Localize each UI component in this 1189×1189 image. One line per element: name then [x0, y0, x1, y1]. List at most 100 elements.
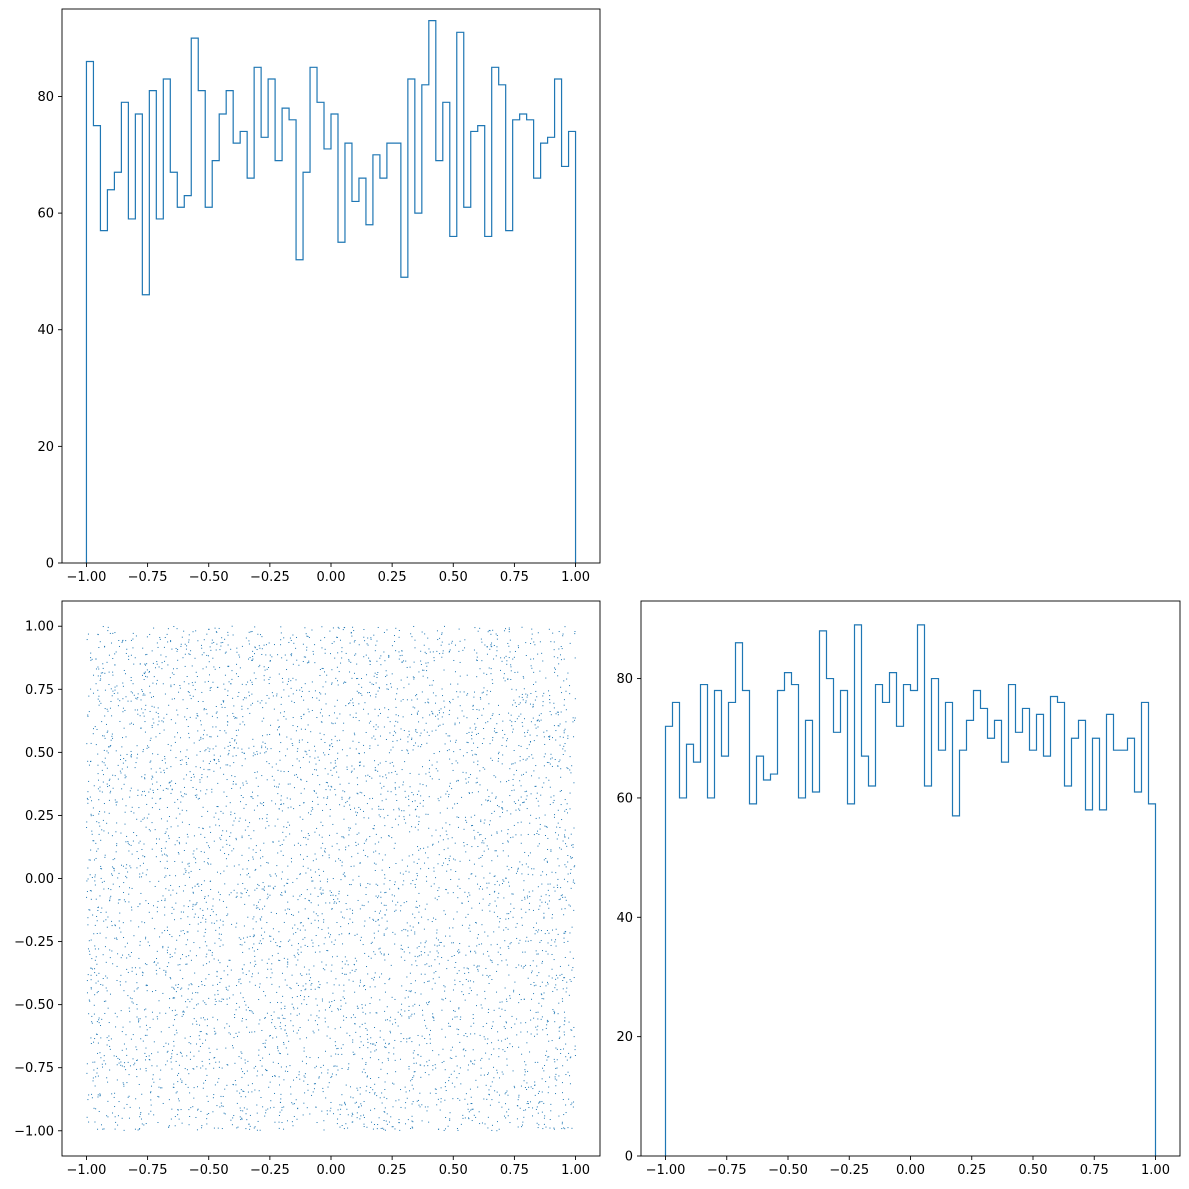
scatter-point [265, 746, 267, 748]
scatter-point [398, 809, 400, 811]
scatter-point [243, 964, 245, 966]
scatter-point [457, 717, 459, 719]
scatter-point [226, 906, 228, 908]
scatter-point [326, 1035, 328, 1037]
scatter-point [224, 1027, 226, 1029]
scatter-point [421, 1035, 423, 1037]
scatter-point [279, 1084, 280, 1086]
scatter-point [136, 1059, 138, 1061]
scatter-point [300, 728, 302, 730]
scatter-point [454, 724, 456, 726]
scatter-point [279, 1111, 281, 1113]
scatter-point [549, 711, 551, 713]
scatter-point [215, 1000, 217, 1002]
scatter-point [335, 978, 337, 980]
scatter-point [509, 651, 511, 653]
scatter-point [563, 1031, 565, 1033]
scatter-point [243, 753, 245, 754]
scatter-point [563, 680, 565, 682]
scatter-point [137, 987, 139, 989]
scatter-point [478, 709, 480, 711]
scatter-point [540, 874, 542, 876]
scatter-point [378, 1077, 380, 1079]
scatter-point [312, 808, 314, 810]
scatter-point [388, 772, 390, 774]
scatter-point [205, 666, 207, 668]
scatter-point [406, 1097, 408, 1099]
scatter-point [522, 1121, 524, 1123]
scatter-point [354, 970, 356, 972]
scatter-point [272, 1076, 274, 1077]
scatter-point [346, 768, 348, 770]
scatter-point [496, 646, 498, 648]
scatter-point [563, 732, 565, 734]
scatter-point [115, 937, 117, 939]
scatter-point [514, 1087, 516, 1089]
scatter-point [528, 891, 530, 893]
scatter-point [148, 829, 150, 831]
scatter-point [452, 927, 454, 929]
scatter-point [510, 666, 512, 668]
scatter-point [208, 973, 210, 975]
scatter-point [189, 1051, 191, 1053]
scatter-point [424, 1072, 426, 1074]
scatter-point [214, 998, 216, 1000]
scatter-point [98, 704, 100, 706]
scatter-point [350, 699, 352, 701]
scatter-point [89, 890, 91, 892]
scatter-point [302, 756, 304, 758]
scatter-point [289, 833, 291, 835]
scatter-point [292, 717, 294, 719]
scatter-point [177, 1098, 179, 1100]
scatter-point [131, 909, 133, 911]
scatter-point [530, 665, 532, 667]
scatter-point [332, 823, 334, 825]
scatter-point [563, 658, 565, 660]
scatter-point [87, 791, 89, 793]
scatter-point [124, 811, 126, 813]
scatter-point [151, 822, 153, 824]
scatter-point [564, 956, 566, 958]
scatter-point [146, 803, 148, 805]
scatter-point [480, 1067, 482, 1069]
scatter-point [97, 991, 99, 992]
scatter-point [548, 736, 550, 738]
scatter-point [360, 936, 362, 938]
scatter-point [511, 893, 513, 895]
scatter-point [322, 968, 324, 970]
scatter-point [453, 659, 455, 661]
scatter-point [485, 722, 487, 724]
scatter-point [510, 714, 512, 716]
scatter-point [418, 911, 420, 913]
scatter-point [515, 834, 517, 836]
scatter-point [179, 813, 181, 815]
scatter-point [212, 905, 214, 907]
scatter-point [245, 697, 247, 699]
scatter-point [174, 844, 176, 846]
scatter-point [171, 648, 173, 650]
scatter-point [502, 808, 504, 810]
scatter-point [201, 777, 203, 779]
scatter-point [156, 1016, 158, 1018]
scatter-point [350, 1096, 352, 1098]
scatter-point [113, 692, 115, 694]
scatter-point [423, 729, 425, 731]
scatter-point [183, 873, 185, 875]
scatter-point [503, 677, 505, 679]
scatter-point [164, 756, 166, 758]
scatter-point [378, 912, 380, 914]
scatter-point [350, 1086, 352, 1088]
scatter-point [231, 670, 233, 672]
scatter-point [502, 737, 504, 739]
scatter-point [413, 1071, 415, 1073]
scatter-point [209, 826, 211, 828]
scatter-point [423, 928, 425, 930]
scatter-point [420, 663, 422, 665]
scatter-point [471, 792, 473, 794]
scatter-point [279, 734, 281, 736]
scatter-point [356, 663, 358, 665]
scatter-point [299, 922, 301, 924]
scatter-point [211, 922, 213, 924]
scatter-point [145, 985, 147, 987]
scatter-point [448, 643, 450, 645]
